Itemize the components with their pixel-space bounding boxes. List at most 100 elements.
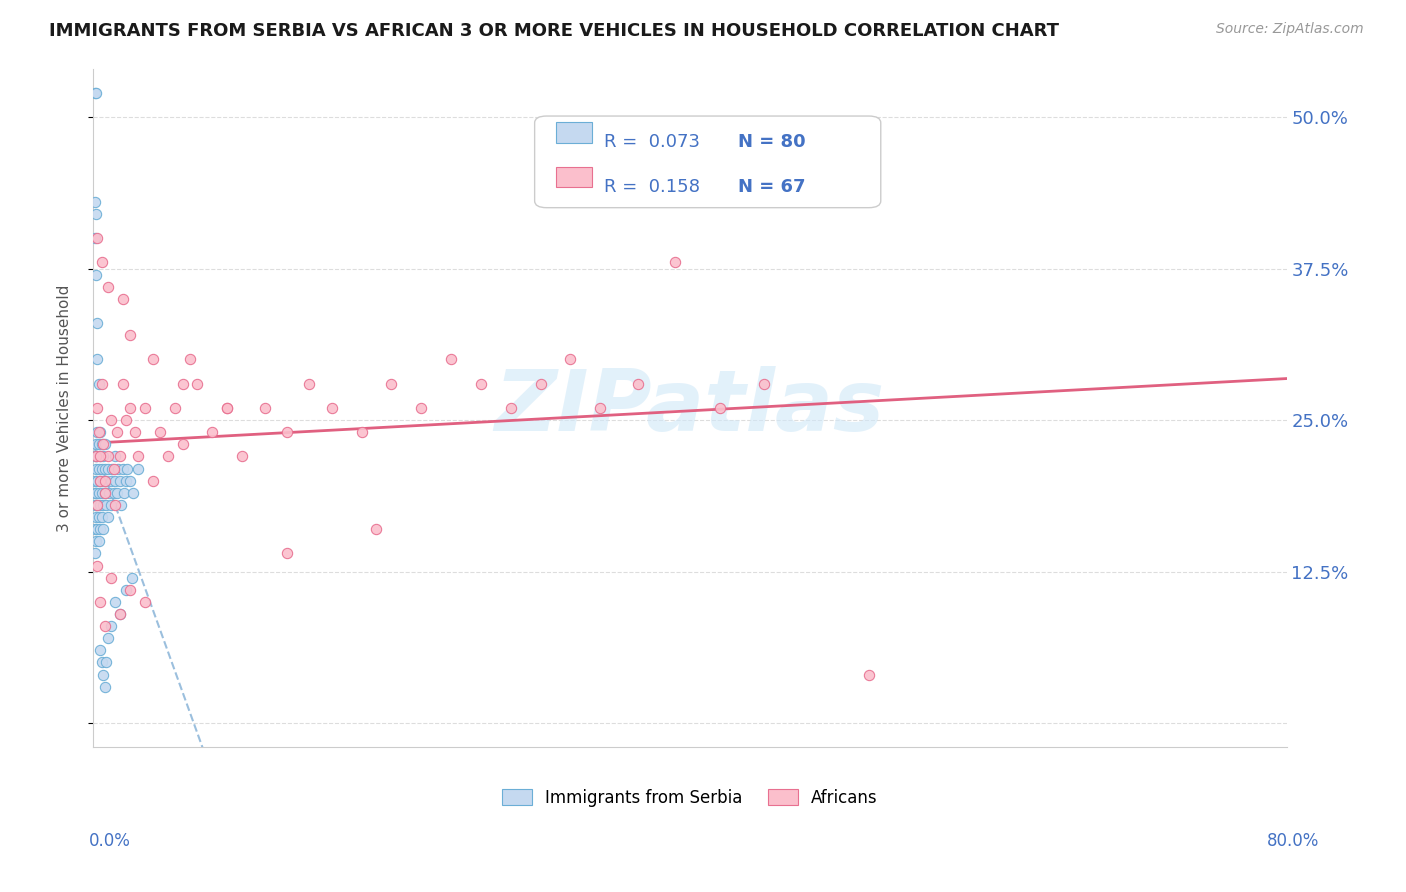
Point: [91, 376, 114, 391]
Point: [91, 656, 114, 670]
Point: [91, 255, 114, 269]
Point: [499, 401, 522, 415]
Point: [86, 474, 108, 488]
Point: [86, 522, 108, 536]
Point: [94, 680, 117, 694]
Point: [108, 607, 131, 621]
Point: [83, 485, 105, 500]
Point: [121, 571, 143, 585]
Point: [94, 619, 117, 633]
Point: [110, 498, 132, 512]
Point: [104, 595, 127, 609]
Point: [84, 534, 107, 549]
Text: R =  0.158: R = 0.158: [603, 178, 700, 196]
Point: [529, 376, 551, 391]
FancyBboxPatch shape: [534, 116, 880, 208]
Point: [84, 461, 107, 475]
Point: [111, 376, 134, 391]
Point: [858, 667, 880, 681]
Point: [91, 510, 114, 524]
Point: [89, 595, 111, 609]
Point: [201, 425, 224, 440]
Point: [83, 86, 105, 100]
Point: [84, 485, 107, 500]
Point: [86, 558, 108, 573]
Point: [120, 401, 142, 415]
Point: [94, 437, 117, 451]
Point: [84, 510, 107, 524]
Point: [120, 582, 142, 597]
Point: [83, 450, 105, 464]
Point: [108, 450, 131, 464]
Point: [89, 522, 111, 536]
Point: [411, 401, 433, 415]
Point: [114, 474, 136, 488]
Y-axis label: 3 or more Vehicles in Household: 3 or more Vehicles in Household: [58, 285, 72, 532]
Point: [149, 425, 172, 440]
Point: [120, 328, 142, 343]
Point: [93, 437, 115, 451]
Point: [96, 498, 118, 512]
Point: [100, 474, 122, 488]
Text: IMMIGRANTS FROM SERBIA VS AFRICAN 3 OR MORE VEHICLES IN HOUSEHOLD CORRELATION CH: IMMIGRANTS FROM SERBIA VS AFRICAN 3 OR M…: [49, 22, 1059, 40]
Point: [86, 352, 108, 367]
Point: [100, 413, 122, 427]
Point: [87, 376, 110, 391]
Point: [93, 474, 115, 488]
Point: [104, 474, 127, 488]
Point: [87, 510, 110, 524]
Point: [172, 376, 194, 391]
Point: [94, 461, 117, 475]
Point: [83, 231, 105, 245]
Point: [93, 450, 115, 464]
Point: [107, 461, 129, 475]
Point: [101, 461, 124, 475]
Point: [94, 485, 117, 500]
Point: [127, 450, 149, 464]
Point: [87, 437, 110, 451]
Point: [122, 485, 145, 500]
Point: [120, 474, 142, 488]
Point: [89, 450, 111, 464]
Point: [84, 437, 107, 451]
Point: [560, 352, 582, 367]
Point: [87, 425, 110, 440]
Point: [94, 485, 117, 500]
Point: [127, 461, 149, 475]
Point: [217, 401, 239, 415]
Point: [124, 425, 146, 440]
Text: N = 80: N = 80: [738, 133, 806, 151]
Point: [156, 450, 179, 464]
Text: 0.0%: 0.0%: [89, 831, 131, 849]
Point: [100, 571, 122, 585]
Point: [172, 437, 194, 451]
Point: [96, 656, 118, 670]
Point: [97, 450, 120, 464]
Point: [86, 450, 108, 464]
Point: [134, 595, 156, 609]
Point: [276, 425, 298, 440]
Point: [111, 461, 134, 475]
Point: [108, 474, 131, 488]
Point: [97, 279, 120, 293]
Point: [87, 461, 110, 475]
Point: [89, 425, 111, 440]
Point: [100, 619, 122, 633]
Point: [186, 376, 208, 391]
Point: [89, 474, 111, 488]
Point: [91, 437, 114, 451]
Point: [86, 401, 108, 415]
Point: [142, 474, 165, 488]
Point: [179, 352, 201, 367]
Point: [86, 425, 108, 440]
Point: [105, 425, 128, 440]
Point: [440, 352, 463, 367]
Point: [93, 498, 115, 512]
Point: [103, 461, 125, 475]
Point: [754, 376, 776, 391]
Point: [97, 461, 120, 475]
Text: R =  0.073: R = 0.073: [603, 133, 700, 151]
Point: [97, 632, 120, 646]
Text: Source: ZipAtlas.com: Source: ZipAtlas.com: [1216, 22, 1364, 37]
Point: [86, 498, 108, 512]
